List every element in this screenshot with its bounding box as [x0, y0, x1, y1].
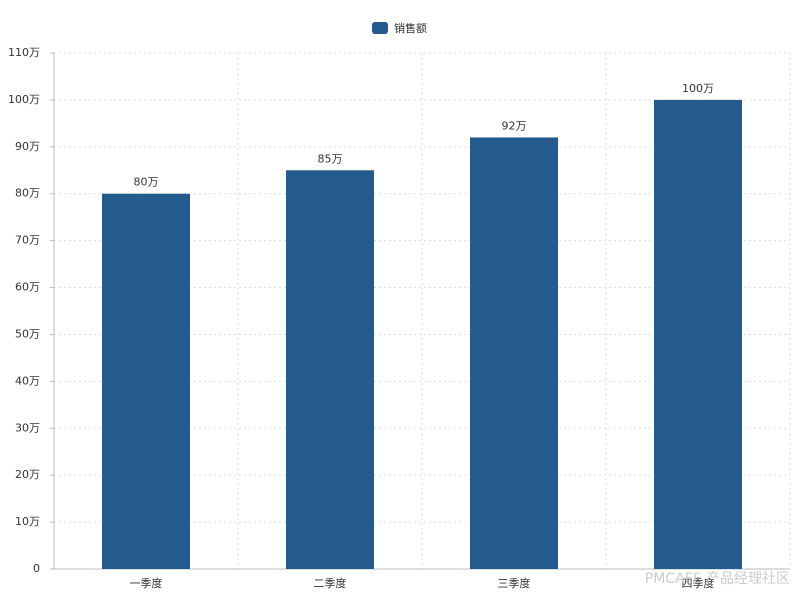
- legend-swatch: [372, 22, 388, 34]
- value-label: 100万: [682, 82, 714, 95]
- y-tick-label: 40万: [15, 374, 40, 387]
- watermark: PMCAFE 产品经理社区: [645, 571, 790, 587]
- y-tick-label: 0: [33, 562, 40, 575]
- bar: [654, 99, 742, 569]
- y-tick-label: 60万: [15, 281, 40, 294]
- bar: [286, 170, 374, 570]
- y-tick-label: 50万: [15, 327, 40, 340]
- value-label: 92万: [502, 119, 527, 132]
- bar: [470, 137, 558, 569]
- x-tick-label: 一季度: [130, 576, 163, 590]
- y-tick-label: 70万: [15, 234, 40, 247]
- y-tick-label: 20万: [15, 468, 40, 481]
- x-tick-label: 二季度: [314, 576, 347, 590]
- y-tick-label: 10万: [15, 515, 40, 528]
- y-tick-label: 80万: [15, 187, 40, 200]
- value-label: 80万: [134, 176, 159, 189]
- value-label: 85万: [318, 152, 343, 165]
- legend-label: 销售额: [394, 21, 427, 35]
- bar: [102, 193, 190, 569]
- x-tick-label: 三季度: [498, 576, 531, 590]
- y-tick-label: 90万: [15, 140, 40, 153]
- y-tick-label: 30万: [15, 421, 40, 434]
- y-tick-label: 100万: [8, 93, 40, 106]
- x-tick-label: 四季度: [682, 576, 715, 590]
- y-tick-label: 110万: [8, 46, 40, 59]
